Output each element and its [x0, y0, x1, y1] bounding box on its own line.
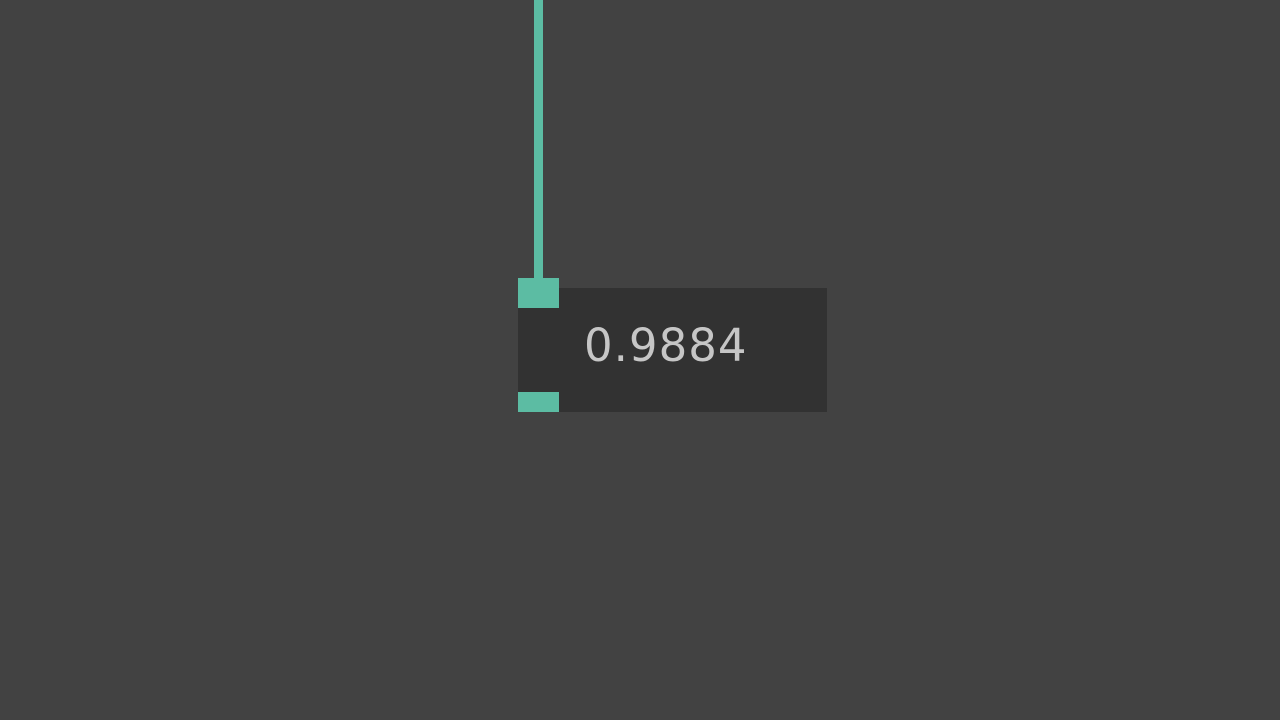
number-box-outlet[interactable]: [518, 392, 559, 412]
number-box-value[interactable]: 0.9884: [584, 319, 748, 372]
patch-cord[interactable]: [534, 0, 543, 282]
float-number-box[interactable]: [518, 288, 827, 412]
number-box-inlet[interactable]: [518, 278, 559, 308]
